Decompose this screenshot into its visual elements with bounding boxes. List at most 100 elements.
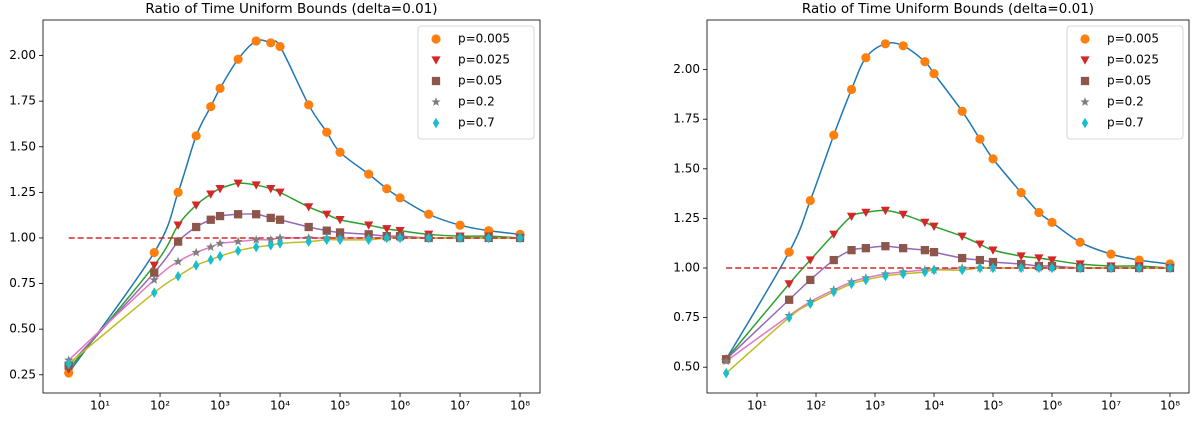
marker bbox=[234, 245, 242, 257]
marker bbox=[1106, 249, 1116, 259]
marker bbox=[395, 226, 405, 236]
marker bbox=[847, 246, 856, 255]
plot-area bbox=[64, 36, 525, 378]
marker bbox=[192, 260, 200, 271]
subplot: Ratio of Time Uniform Bounds (delta=0.01… bbox=[9, 1, 541, 413]
marker bbox=[898, 41, 908, 51]
marker bbox=[882, 270, 889, 282]
marker bbox=[806, 275, 815, 285]
marker bbox=[880, 39, 890, 49]
legend-marker bbox=[1081, 117, 1089, 129]
marker bbox=[149, 261, 159, 270]
x-tick-label: 10⁷ bbox=[450, 399, 470, 413]
marker bbox=[65, 358, 72, 370]
marker bbox=[251, 181, 261, 190]
marker bbox=[921, 266, 929, 278]
x-tick-label: 10¹ bbox=[747, 399, 767, 413]
y-tick-label: 1.25 bbox=[9, 185, 36, 199]
marker bbox=[784, 280, 794, 289]
marker bbox=[215, 211, 225, 221]
legend-label: p=0.05 bbox=[1107, 74, 1151, 88]
marker bbox=[266, 38, 276, 48]
legend-marker bbox=[431, 76, 441, 86]
marker bbox=[424, 209, 434, 219]
marker bbox=[191, 247, 201, 257]
legend-label: p=0.05 bbox=[458, 74, 502, 88]
marker bbox=[233, 236, 243, 246]
marker bbox=[206, 190, 216, 199]
marker bbox=[173, 221, 183, 230]
x-tick-label: 10¹ bbox=[90, 399, 110, 413]
legend: p=0.005 p=0.025 p=0.05 p=0.2 p=0.7 bbox=[417, 25, 535, 140]
y-tick-label: 0.50 bbox=[673, 360, 700, 374]
legend-marker bbox=[1080, 56, 1090, 65]
marker bbox=[722, 367, 730, 379]
legend-marker bbox=[431, 56, 441, 65]
marker bbox=[988, 154, 998, 164]
legend-label: p=0.025 bbox=[1107, 53, 1159, 67]
marker bbox=[1135, 262, 1143, 274]
legend-label: p=0.7 bbox=[458, 116, 495, 130]
marker bbox=[899, 244, 908, 253]
marker bbox=[252, 210, 261, 219]
marker bbox=[336, 234, 344, 246]
marker bbox=[173, 256, 183, 266]
marker bbox=[881, 242, 890, 251]
marker bbox=[207, 254, 214, 266]
marker bbox=[251, 36, 261, 46]
legend-label: p=0.7 bbox=[1107, 116, 1144, 130]
x-tick-label: 10⁵ bbox=[330, 399, 350, 413]
marker bbox=[1017, 262, 1025, 274]
marker bbox=[880, 206, 890, 216]
marker bbox=[805, 195, 815, 206]
marker bbox=[861, 244, 871, 253]
marker bbox=[846, 84, 857, 95]
marker bbox=[191, 201, 201, 210]
x-tick-label: 10⁴ bbox=[270, 399, 290, 413]
marker bbox=[233, 179, 243, 188]
fit-line bbox=[68, 237, 521, 361]
marker bbox=[976, 262, 984, 274]
legend-marker bbox=[1080, 34, 1090, 44]
marker bbox=[365, 234, 372, 246]
marker bbox=[1016, 252, 1026, 261]
marker bbox=[304, 222, 313, 232]
legend-box bbox=[1066, 25, 1184, 140]
marker bbox=[846, 212, 857, 222]
marker bbox=[396, 232, 404, 244]
x-tick-label: 10³ bbox=[210, 399, 230, 413]
marker bbox=[335, 228, 345, 237]
marker bbox=[1034, 207, 1044, 218]
marker bbox=[1047, 256, 1057, 265]
marker bbox=[929, 68, 939, 79]
marker bbox=[215, 238, 225, 248]
marker bbox=[382, 184, 392, 194]
chart-title: Ratio of Time Uniform Bounds (delta=0.01… bbox=[145, 1, 437, 17]
marker bbox=[267, 239, 274, 251]
axes-frame bbox=[42, 19, 541, 394]
x-tick-label: 10⁴ bbox=[924, 399, 944, 413]
legend-marker bbox=[431, 97, 441, 106]
marker bbox=[150, 268, 159, 277]
marker bbox=[456, 232, 464, 244]
y-tick-label: 0.75 bbox=[9, 276, 36, 290]
y-tick-label: 1.75 bbox=[673, 112, 700, 126]
marker bbox=[957, 106, 967, 116]
plot-area bbox=[721, 39, 1175, 379]
marker bbox=[206, 215, 215, 224]
marker bbox=[930, 264, 938, 276]
x-tick-label: 10³ bbox=[865, 399, 885, 413]
marker bbox=[233, 210, 243, 219]
marker bbox=[784, 295, 794, 304]
chart-title: Ratio of Time Uniform Bounds (delta=0.01… bbox=[802, 1, 1094, 17]
marker bbox=[1107, 262, 1115, 274]
marker bbox=[785, 312, 793, 323]
marker bbox=[862, 274, 870, 286]
marker bbox=[975, 134, 985, 144]
marker bbox=[305, 236, 312, 247]
legend-marker bbox=[1080, 97, 1090, 106]
marker bbox=[958, 264, 966, 276]
marker bbox=[382, 225, 392, 234]
y-tick-label: 1.00 bbox=[673, 261, 700, 275]
